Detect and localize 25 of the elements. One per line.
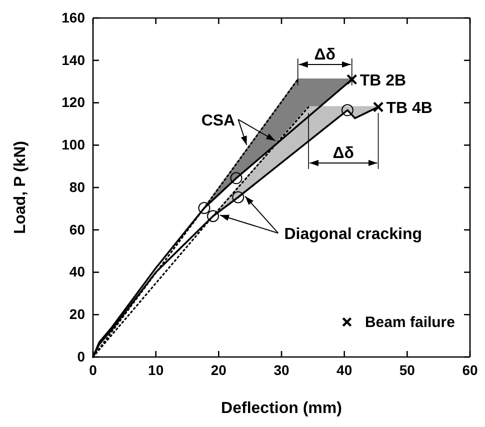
legend-label: Beam failure — [364, 314, 455, 331]
y-axis-title: Load, P (kN) — [12, 140, 29, 234]
x-tick-label: 60 — [462, 362, 478, 378]
y-tick-label: 20 — [69, 306, 86, 322]
x-axis-title: Deflection (mm) — [221, 400, 342, 417]
y-tick-label: 0 — [77, 348, 86, 364]
y-tick-label: 60 — [69, 221, 86, 238]
annotation: Δδ — [332, 144, 354, 162]
y-tick-label: 160 — [62, 9, 86, 26]
x-tick-label: 40 — [336, 362, 352, 378]
y-tick-label: 120 — [62, 94, 86, 110]
annotation: Diagonal cracking — [284, 226, 422, 244]
y-tick-label: 100 — [62, 136, 86, 153]
x-tick-label: 20 — [210, 362, 227, 378]
x-tick-label: 0 — [89, 362, 98, 378]
x-tick-label: 30 — [274, 362, 290, 378]
y-tick-label: 40 — [69, 264, 86, 280]
annotation: Δδ — [314, 46, 336, 64]
y-tick-label: 140 — [62, 52, 86, 68]
x-tick-label: 50 — [399, 362, 416, 378]
x-tick-label: 10 — [148, 362, 164, 378]
legend-label: TB 2B — [360, 72, 406, 90]
y-tick-label: 80 — [69, 178, 86, 195]
annotation: CSA — [201, 112, 236, 130]
series-label: TB 4B — [386, 100, 432, 117]
